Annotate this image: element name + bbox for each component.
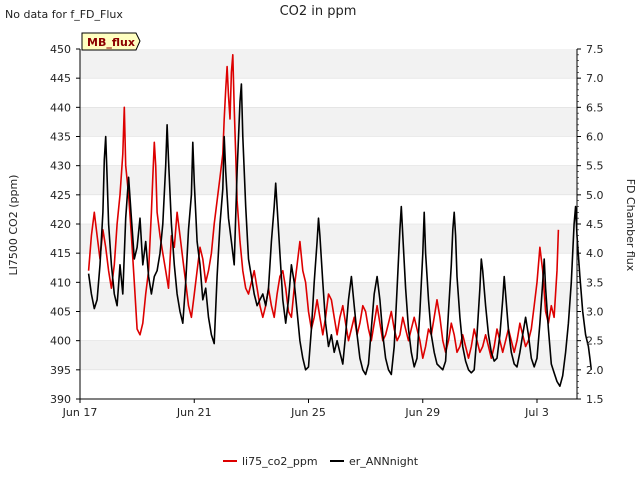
badge-box: [81, 32, 141, 51]
x-tick-label: Jul 3: [524, 406, 549, 419]
y-right-tick-label: 6.5: [586, 101, 604, 114]
y-right-tick-label: 3.0: [586, 306, 604, 319]
y-right-tick-label: 7.5: [586, 43, 604, 56]
x-tick-label: Jun 29: [404, 406, 440, 419]
no-data-note: No data for f_FD_Flux: [5, 8, 123, 21]
y-axis-left-label: LI7500 CO2 (ppm): [7, 175, 20, 276]
chart-title: CO2 in ppm: [280, 4, 357, 19]
x-tick-label: Jun 25: [290, 406, 326, 419]
y-left-tick-label: 445: [50, 72, 71, 85]
grid-band: [80, 224, 577, 254]
y-left-tick-label: 435: [50, 131, 71, 144]
legend: li75_co2_ppm er_ANNnight: [223, 455, 419, 468]
y-left-tick-label: 390: [50, 393, 71, 406]
y-left-tick-label: 400: [50, 335, 71, 348]
y-left-tick-label: 425: [50, 189, 71, 202]
y-left-tick-label: 450: [50, 43, 71, 56]
y-right-tick-label: 2.5: [586, 335, 604, 348]
y-right-tick-label: 3.5: [586, 276, 604, 289]
y-right-tick-label: 5.0: [586, 189, 604, 202]
badge-label: MB_flux: [87, 36, 135, 49]
x-tick-label: Jun 17: [62, 406, 98, 419]
y-left-tick-label: 410: [50, 276, 71, 289]
y-axis-right-label: FD Chamber flux: [624, 179, 637, 272]
y-left-tick-label: 395: [50, 364, 71, 377]
y-left-tick-label: 405: [50, 306, 71, 319]
y-right-tick-label: 2.0: [586, 364, 604, 377]
y-left-tick-label: 415: [50, 247, 71, 260]
x-tick-label: Jun 21: [176, 406, 212, 419]
mb-flux-badge: MB_flux: [81, 32, 141, 51]
y-left-tick-label: 440: [50, 101, 71, 114]
series-line-li75_co2_ppm: [87, 53, 560, 360]
axes-layer: 390 395 400 405 410 415 420 425 430 435 440 445 450 1…: [50, 43, 604, 419]
y-right-tick-label: 6.0: [586, 131, 604, 144]
y-right-tick-label: 1.5: [586, 393, 604, 406]
y-right-tick-label: 4.5: [586, 218, 604, 231]
legend-label-li75: li75_co2_ppm: [242, 455, 318, 468]
y-left-tick-label: 430: [50, 160, 71, 173]
series-line-er_ANNnight: [87, 83, 593, 388]
y-left-tick-label: 420: [50, 218, 71, 231]
grid-band: [80, 49, 577, 79]
grid-band: [80, 107, 577, 137]
legend-label-er-ann: er_ANNnight: [349, 455, 419, 468]
series-layer: [87, 53, 593, 388]
y-right-tick-label: 5.5: [586, 160, 604, 173]
grid-band: [80, 165, 577, 195]
y-right-tick-label: 4.0: [586, 247, 604, 260]
y-right-tick-label: 7.0: [586, 72, 604, 85]
